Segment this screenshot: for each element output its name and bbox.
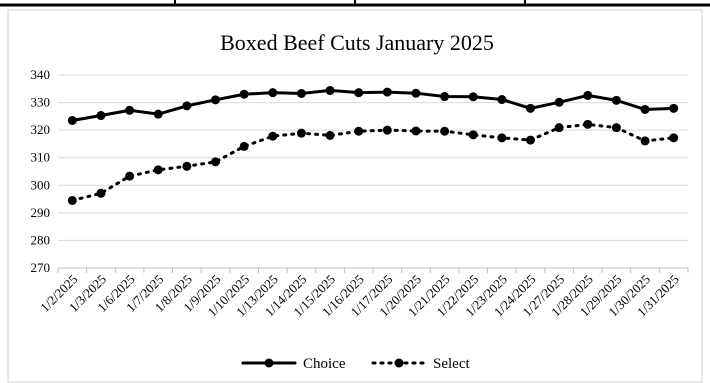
- data-point-choice: [182, 101, 192, 111]
- data-point-select: [411, 126, 421, 136]
- legend-marker-choice: [264, 358, 274, 368]
- chart-border: [7, 9, 703, 383]
- data-point-select: [526, 135, 535, 145]
- legend-marker-select: [394, 358, 404, 368]
- data-point-choice: [268, 88, 278, 98]
- data-point-choice: [411, 88, 421, 98]
- data-point-choice: [125, 105, 135, 115]
- data-point-select: [440, 126, 450, 136]
- data-point-select: [182, 161, 192, 171]
- data-point-choice: [354, 88, 364, 98]
- data-point-choice: [497, 95, 507, 105]
- data-point-choice: [669, 103, 679, 113]
- data-point-choice: [382, 87, 392, 97]
- data-point-select: [382, 125, 392, 135]
- data-point-select: [640, 136, 650, 146]
- y-axis-ticks: 270 280 290 300 310 320 330 340: [31, 67, 51, 275]
- data-point-select: [96, 188, 106, 198]
- data-point-select: [239, 141, 249, 151]
- legend: Choice Select: [241, 356, 470, 372]
- data-point-select: [468, 130, 478, 140]
- series-line-select: [70, 122, 676, 202]
- data-point-choice: [211, 95, 220, 105]
- data-point-select: [296, 128, 306, 138]
- data-point-choice: [554, 97, 564, 107]
- data-point-select: [583, 119, 593, 129]
- y-tick-label: 290: [31, 205, 51, 220]
- data-point-select: [354, 126, 364, 136]
- data-point-select: [325, 130, 335, 140]
- data-point-choice: [611, 95, 621, 105]
- data-point-select: [497, 133, 507, 143]
- data-point-select: [669, 133, 679, 143]
- series-layer: [67, 85, 679, 205]
- legend-label-choice: Choice: [303, 356, 346, 372]
- data-point-choice: [640, 104, 650, 114]
- y-tick-label: 280: [31, 232, 51, 247]
- data-point-choice: [96, 111, 106, 121]
- data-point-choice: [440, 92, 450, 102]
- data-point-choice: [325, 85, 335, 95]
- series-line-choice: [70, 88, 676, 122]
- data-point-choice: [296, 88, 306, 98]
- y-tick-label: 270: [31, 260, 51, 275]
- data-point-select: [153, 165, 163, 175]
- data-point-select: [554, 123, 564, 133]
- legend-label-select: Select: [433, 356, 470, 372]
- data-point-choice: [67, 115, 77, 125]
- y-tick-label: 320: [31, 122, 51, 137]
- y-tick-label: 340: [31, 67, 51, 82]
- y-tick-label: 300: [31, 177, 51, 192]
- data-point-choice: [153, 109, 163, 119]
- data-point-choice: [468, 92, 478, 102]
- data-point-choice: [239, 89, 249, 99]
- y-tick-label: 330: [31, 95, 51, 110]
- data-point-choice: [526, 103, 535, 113]
- data-point-select: [211, 157, 220, 167]
- data-point-select: [67, 195, 77, 205]
- data-point-select: [268, 131, 278, 141]
- data-point-select: [125, 171, 135, 181]
- y-tick-label: 310: [31, 150, 51, 165]
- data-point-select: [611, 123, 621, 133]
- chart-title: Boxed Beef Cuts January 2025: [220, 30, 494, 55]
- data-point-choice: [583, 90, 593, 100]
